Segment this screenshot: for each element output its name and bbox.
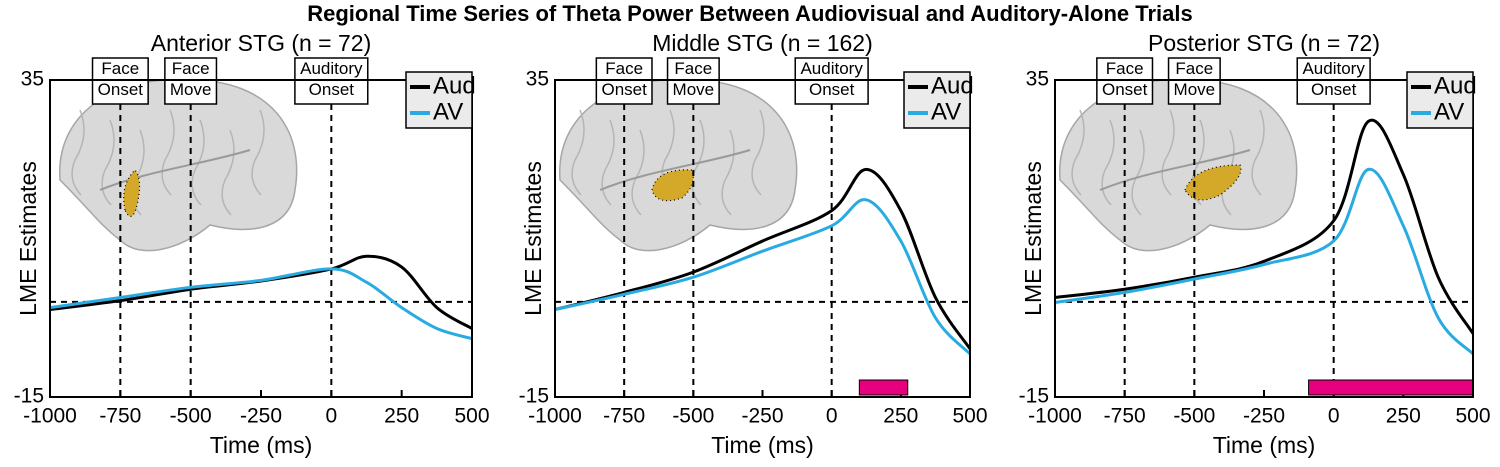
legend-box — [1406, 71, 1474, 129]
x-tick-label: 500 — [454, 405, 489, 428]
y-tick-label: 35 — [21, 68, 44, 91]
brain-sulcus — [599, 149, 751, 191]
x-tick-label: -750 — [603, 405, 645, 428]
line-series — [49, 254, 473, 330]
line-series — [1054, 167, 1475, 355]
x-tick-label: -1000 — [1028, 405, 1082, 428]
y-tick-label: -15 — [519, 385, 549, 408]
x-tick-label: -1000 — [23, 405, 77, 428]
x-tick-label: -500 — [672, 405, 714, 428]
x-tick-label: 0 — [1328, 405, 1340, 428]
panel: Posterior STG (n = 72) Time (ms) LME Estim… — [1019, 30, 1491, 458]
brain-image — [1059, 78, 1298, 252]
legend-box — [903, 71, 971, 129]
x-axis-label: Time (ms) — [210, 432, 313, 458]
event-label: Auditory Onset — [1302, 59, 1365, 99]
panel-title: Middle STG (n = 162) — [652, 30, 873, 56]
brain-sulcus — [101, 119, 115, 206]
panel: Anterior STG (n = 72) Time (ms) LME Estima… — [14, 30, 490, 458]
brain-sulcus — [691, 119, 705, 206]
event-label: Face Onset — [1102, 59, 1148, 99]
legend-label: AV — [433, 98, 463, 125]
figure-title: Regional Time Series of Theta Power Betw… — [307, 1, 1192, 26]
x-tick-label: -250 — [741, 405, 783, 428]
x-tick-label: 250 — [1386, 405, 1421, 428]
x-tick-label: -250 — [240, 405, 282, 428]
x-tick-label: 250 — [384, 405, 419, 428]
line-series — [49, 267, 473, 341]
brain-sulcus — [1101, 119, 1115, 206]
y-axis-label: LME Estimates — [15, 161, 41, 316]
legend-label: Aud — [433, 72, 476, 99]
x-tick-label: -250 — [1243, 405, 1285, 428]
brain-sulcus — [221, 129, 235, 216]
x-tick-label: 0 — [325, 405, 337, 428]
significance-bar — [858, 379, 909, 396]
brain-sulcus — [71, 109, 85, 196]
x-axis-label: Time (ms) — [1213, 432, 1316, 458]
y-tick-label: 35 — [526, 68, 549, 91]
legend-label: AV — [1434, 98, 1464, 125]
panel: Middle STG (n = 162) Time (ms) LME Estimat… — [519, 30, 988, 458]
line-series — [554, 167, 972, 350]
y-axis-label: LME Estimates — [1020, 161, 1046, 316]
legend-box — [405, 71, 473, 129]
electrode-region — [651, 169, 694, 202]
event-label: Auditory Onset — [800, 59, 863, 99]
event-label: Face Onset — [98, 59, 144, 99]
brain-sulcus — [601, 119, 615, 206]
brain-sulcus — [251, 109, 265, 196]
x-tick-label: -500 — [170, 405, 212, 428]
plot-frame — [554, 79, 971, 398]
brain-sulcus — [191, 119, 205, 206]
significance-bar — [1308, 379, 1474, 396]
brain-sulcus — [161, 109, 175, 196]
legend-label: Aud — [931, 72, 974, 99]
x-tick-label: -500 — [1173, 405, 1215, 428]
brain-sulcus — [751, 109, 765, 196]
brain-sulcus — [1161, 109, 1175, 196]
brain-sulcus — [571, 109, 585, 196]
x-axis-label: Time (ms) — [711, 432, 814, 458]
event-label: Auditory Onset — [300, 59, 363, 99]
x-tick-label: 500 — [1455, 405, 1490, 428]
electrode-region — [1184, 164, 1242, 201]
line-series — [1054, 118, 1475, 335]
brain-sulcus — [99, 149, 251, 191]
x-tick-label: -750 — [99, 405, 141, 428]
plot-frame — [1054, 79, 1474, 398]
brain-sulcus — [631, 129, 645, 216]
event-label: Face Move — [170, 59, 212, 99]
panel-title: Posterior STG (n = 72) — [1148, 30, 1380, 56]
x-tick-label: -750 — [1104, 405, 1146, 428]
brain-sulcus — [1071, 109, 1085, 196]
x-tick-label: 0 — [826, 405, 838, 428]
y-axis-label: LME Estimates — [520, 161, 546, 316]
y-tick-label: -15 — [1019, 385, 1049, 408]
x-tick-label: 500 — [952, 405, 987, 428]
electrode-region — [123, 169, 141, 217]
brain-image — [59, 78, 298, 252]
brain-sulcus — [721, 129, 735, 216]
x-tick-label: -1000 — [528, 405, 582, 428]
y-tick-label: 35 — [1026, 68, 1049, 91]
line-series — [554, 198, 972, 355]
plot-frame — [49, 79, 473, 398]
event-label: Face Move — [1174, 59, 1216, 99]
legend-label: Aud — [1434, 72, 1477, 99]
y-tick-label: -15 — [14, 385, 44, 408]
brain-sulcus — [1251, 109, 1265, 196]
event-label: Face Move — [673, 59, 715, 99]
event-label: Face Onset — [601, 59, 647, 99]
legend-label: AV — [931, 98, 961, 125]
brain-sulcus — [1131, 129, 1145, 216]
brain-image — [559, 78, 798, 252]
panel-title: Anterior STG (n = 72) — [151, 30, 372, 56]
x-tick-label: 250 — [883, 405, 918, 428]
brain-sulcus — [1099, 149, 1251, 191]
